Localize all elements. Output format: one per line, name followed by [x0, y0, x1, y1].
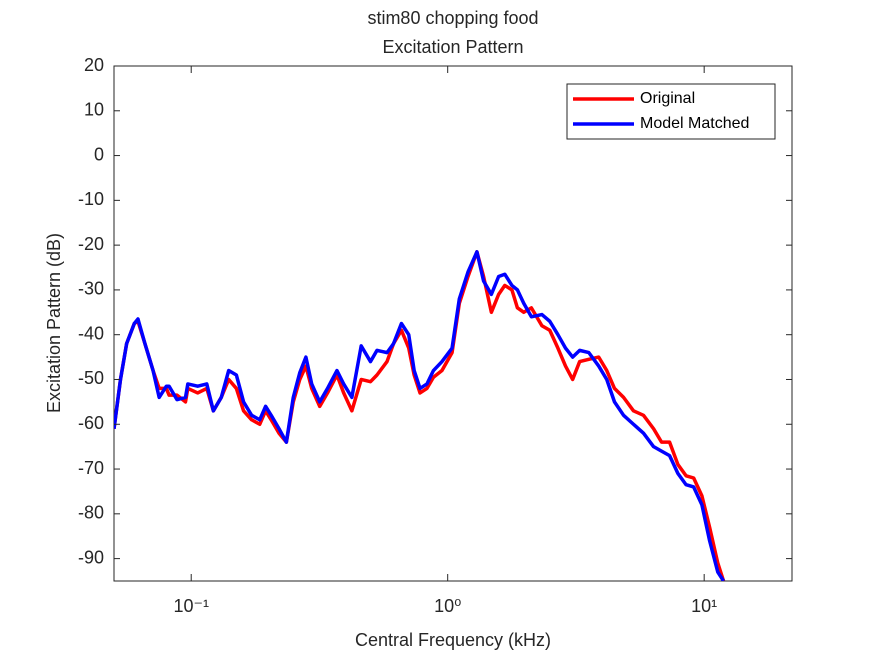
data-line	[114, 250, 726, 581]
y-axis-label: Excitation Pattern (dB)	[44, 233, 64, 413]
legend-label: Original	[640, 90, 695, 107]
y-tick-label: -60	[78, 413, 104, 433]
y-tick-label: 20	[84, 55, 104, 75]
x-tick-label: 10¹	[691, 596, 717, 616]
chart-title: stim80 chopping food	[367, 8, 538, 28]
y-tick-label: -20	[78, 234, 104, 254]
data-line	[114, 250, 726, 581]
y-tick-label: -80	[78, 503, 104, 523]
y-tick-label: -40	[78, 323, 104, 343]
y-tick-label: -90	[78, 547, 104, 567]
y-tick-label: 10	[84, 100, 104, 120]
plot-area	[113, 65, 793, 582]
y-tick-label: -70	[78, 458, 104, 478]
chart-subtitle: Excitation Pattern	[382, 37, 523, 57]
y-tick-label: -10	[78, 189, 104, 209]
x-tick-label: 10⁰	[434, 596, 461, 616]
y-tick-label: 0	[94, 144, 104, 164]
x-axis-label: Central Frequency (kHz)	[355, 630, 551, 650]
legend: Original Model Matched	[566, 83, 776, 140]
y-tick-label: -50	[78, 368, 104, 388]
y-tick-label: -30	[78, 279, 104, 299]
x-tick-label: 10⁻¹	[173, 596, 209, 616]
legend-box	[566, 83, 776, 140]
lines	[114, 250, 726, 581]
legend-label: Model Matched	[640, 115, 749, 132]
